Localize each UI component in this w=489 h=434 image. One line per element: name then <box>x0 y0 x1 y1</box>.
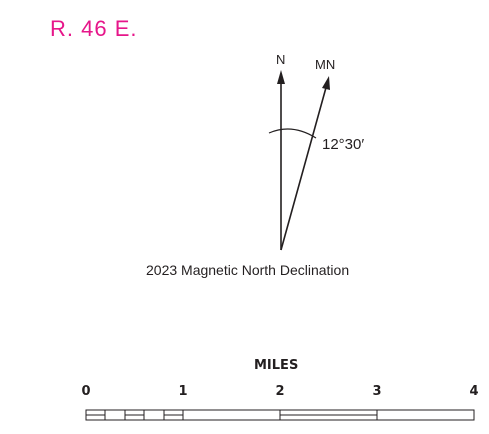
true-north-label: N <box>276 52 286 67</box>
declination-angle-label: 12°30′ <box>322 136 365 153</box>
scale-tick-label-1: 1 <box>178 384 188 399</box>
magnetic-north-line <box>280 83 328 251</box>
scale-tick-label-2: 2 <box>275 384 285 399</box>
scale-tick-label-3: 3 <box>372 384 382 399</box>
declination-arc <box>268 128 317 139</box>
scale-tick-label-0: 0 <box>81 384 91 399</box>
true-north-arrowhead <box>277 70 285 84</box>
scale-tick-label-4: 4 <box>469 384 479 399</box>
declination-caption: 2023 Magnetic North Declination <box>146 262 350 278</box>
scale-bar-title: MILES <box>254 358 299 373</box>
range-label: R. 46 E. <box>50 16 138 41</box>
magnetic-north-arrowhead <box>322 76 330 90</box>
magnetic-north-label: MN <box>315 57 336 72</box>
